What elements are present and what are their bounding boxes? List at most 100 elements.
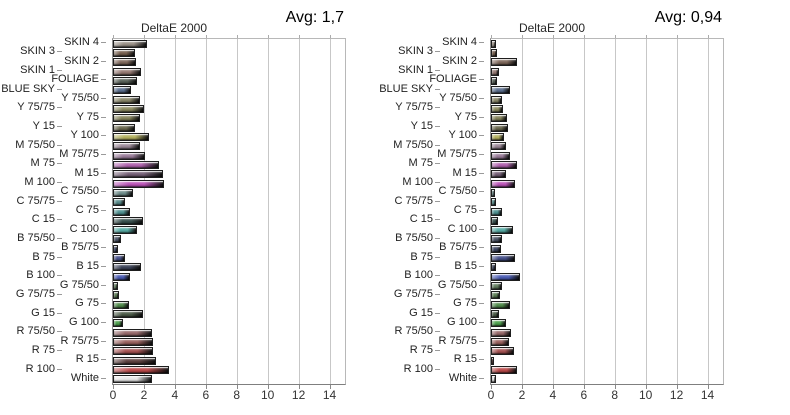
bar-blue-sky [113,86,131,95]
bar-c-75 [491,207,502,216]
category-label: G 75/75 [16,288,62,300]
bar-g-75 [491,300,510,309]
x-axis-tick [707,385,709,389]
bar-skin-1 [491,67,499,76]
bar-skin-4 [113,39,148,48]
category-label: SKIN 4 [64,37,106,48]
category-label: R 100 [26,363,62,375]
avg-label: Avg: 1,7 [285,9,344,26]
bar-m-100 [113,179,165,188]
bar-m-75-75 [491,151,511,160]
x-axis-tick [614,385,616,389]
bar-foliage [113,76,137,85]
category-label: G 100 [69,316,106,328]
bar-b-75-50 [491,235,502,244]
x-axis-top-tick [113,35,114,38]
category-label: C 15 [410,214,440,225]
x-tick-label: 12 [669,388,684,402]
bar-r-75-75 [113,338,154,347]
x-axis-tick [583,385,585,389]
bar-y-75 [491,114,508,123]
bar-blue-sky [491,86,511,95]
bar-m-75-50 [491,142,507,151]
x-axis-top-tick [267,35,269,38]
bar-y-75-75 [491,104,503,113]
category-label: C 75/75 [394,195,440,207]
bar-r-75 [491,347,515,356]
gridline [676,39,678,384]
bar-skin-4 [491,39,496,48]
category-label: M 15 [453,167,484,179]
bar-m-75 [491,160,517,169]
category-label: Y 15 [33,121,62,132]
category-label: SKIN 2 [64,55,106,67]
bar-b-15 [113,263,141,272]
gridline [236,39,238,384]
bar-g-15 [113,310,144,319]
bar-b-75-50 [113,235,121,244]
category-label: G 75/50 [438,279,484,291]
gridline [267,39,269,384]
bar-y-15 [113,123,136,132]
x-axis-tick [645,385,647,389]
bar-c-75-75 [113,198,125,207]
x-axis-top-tick [614,35,616,38]
gridline [521,39,523,384]
bar-c-100 [491,226,514,235]
x-tick-label: 8 [611,388,619,402]
category-label: B 75/50 [17,232,62,244]
bar-y-15 [491,123,508,132]
bar-r-15 [491,356,495,365]
category-label: R 75/50 [394,326,440,337]
category-label: M 75/50 [15,139,62,151]
bar-skin-3 [491,48,498,57]
bar-c-15 [491,216,498,225]
category-label: R 75 [410,344,440,356]
x-tick-label: 0 [487,388,495,402]
bar-c-15 [113,216,144,225]
chart-title: DeltaE 2000 [140,21,208,35]
bar-y-75-50 [113,95,141,104]
category-label: M 75 [31,158,62,169]
bar-y-75-50 [491,95,502,104]
plot-area [112,38,346,385]
bar-y-75 [113,114,141,123]
x-axis-tick [329,385,331,389]
bar-m-15 [113,170,164,179]
bar-r-100 [491,366,517,374]
bar-c-100 [113,226,137,235]
chart-left: DeltaE 2000 Avg: 1,7 0 2 4 6 8 10 12 14 SKIN 4 SK… [0,0,395,415]
x-axis-tick [205,385,207,389]
category-label: C 100 [70,223,106,235]
bar-b-15 [491,263,496,272]
category-label: C 100 [448,223,484,235]
bar-m-75 [113,160,160,169]
category-label: SKIN 3 [20,46,62,57]
x-axis-top-tick [329,35,331,38]
x-tick-label: 10 [638,388,653,402]
bar-m-75-75 [113,151,146,160]
bar-c-75-75 [491,198,496,207]
category-label: Y 75/75 [395,102,440,113]
bar-r-15 [113,356,156,365]
x-axis-tick [521,385,523,389]
x-tick-label: 12 [291,388,306,402]
category-label: C 15 [32,214,62,225]
x-axis-tick [491,385,492,389]
category-label: SKIN 3 [398,46,440,57]
bar-b-75 [113,254,125,263]
category-label: G 15 [409,307,440,319]
bar-g-75-50 [113,282,118,291]
x-axis-top-tick [205,35,207,38]
x-tick-label: 2 [518,388,526,402]
category-label: SKIN 2 [442,55,484,67]
bar-skin-2 [113,58,137,67]
category-label: G 75/75 [394,288,440,300]
x-tick-label: 4 [549,388,557,402]
x-axis-top-tick [707,35,709,38]
bar-b-100 [113,272,130,281]
bar-g-15 [491,310,499,319]
category-label: R 15 [454,354,484,365]
chart-title: DeltaE 2000 [518,21,586,35]
bar-g-100 [491,319,507,328]
